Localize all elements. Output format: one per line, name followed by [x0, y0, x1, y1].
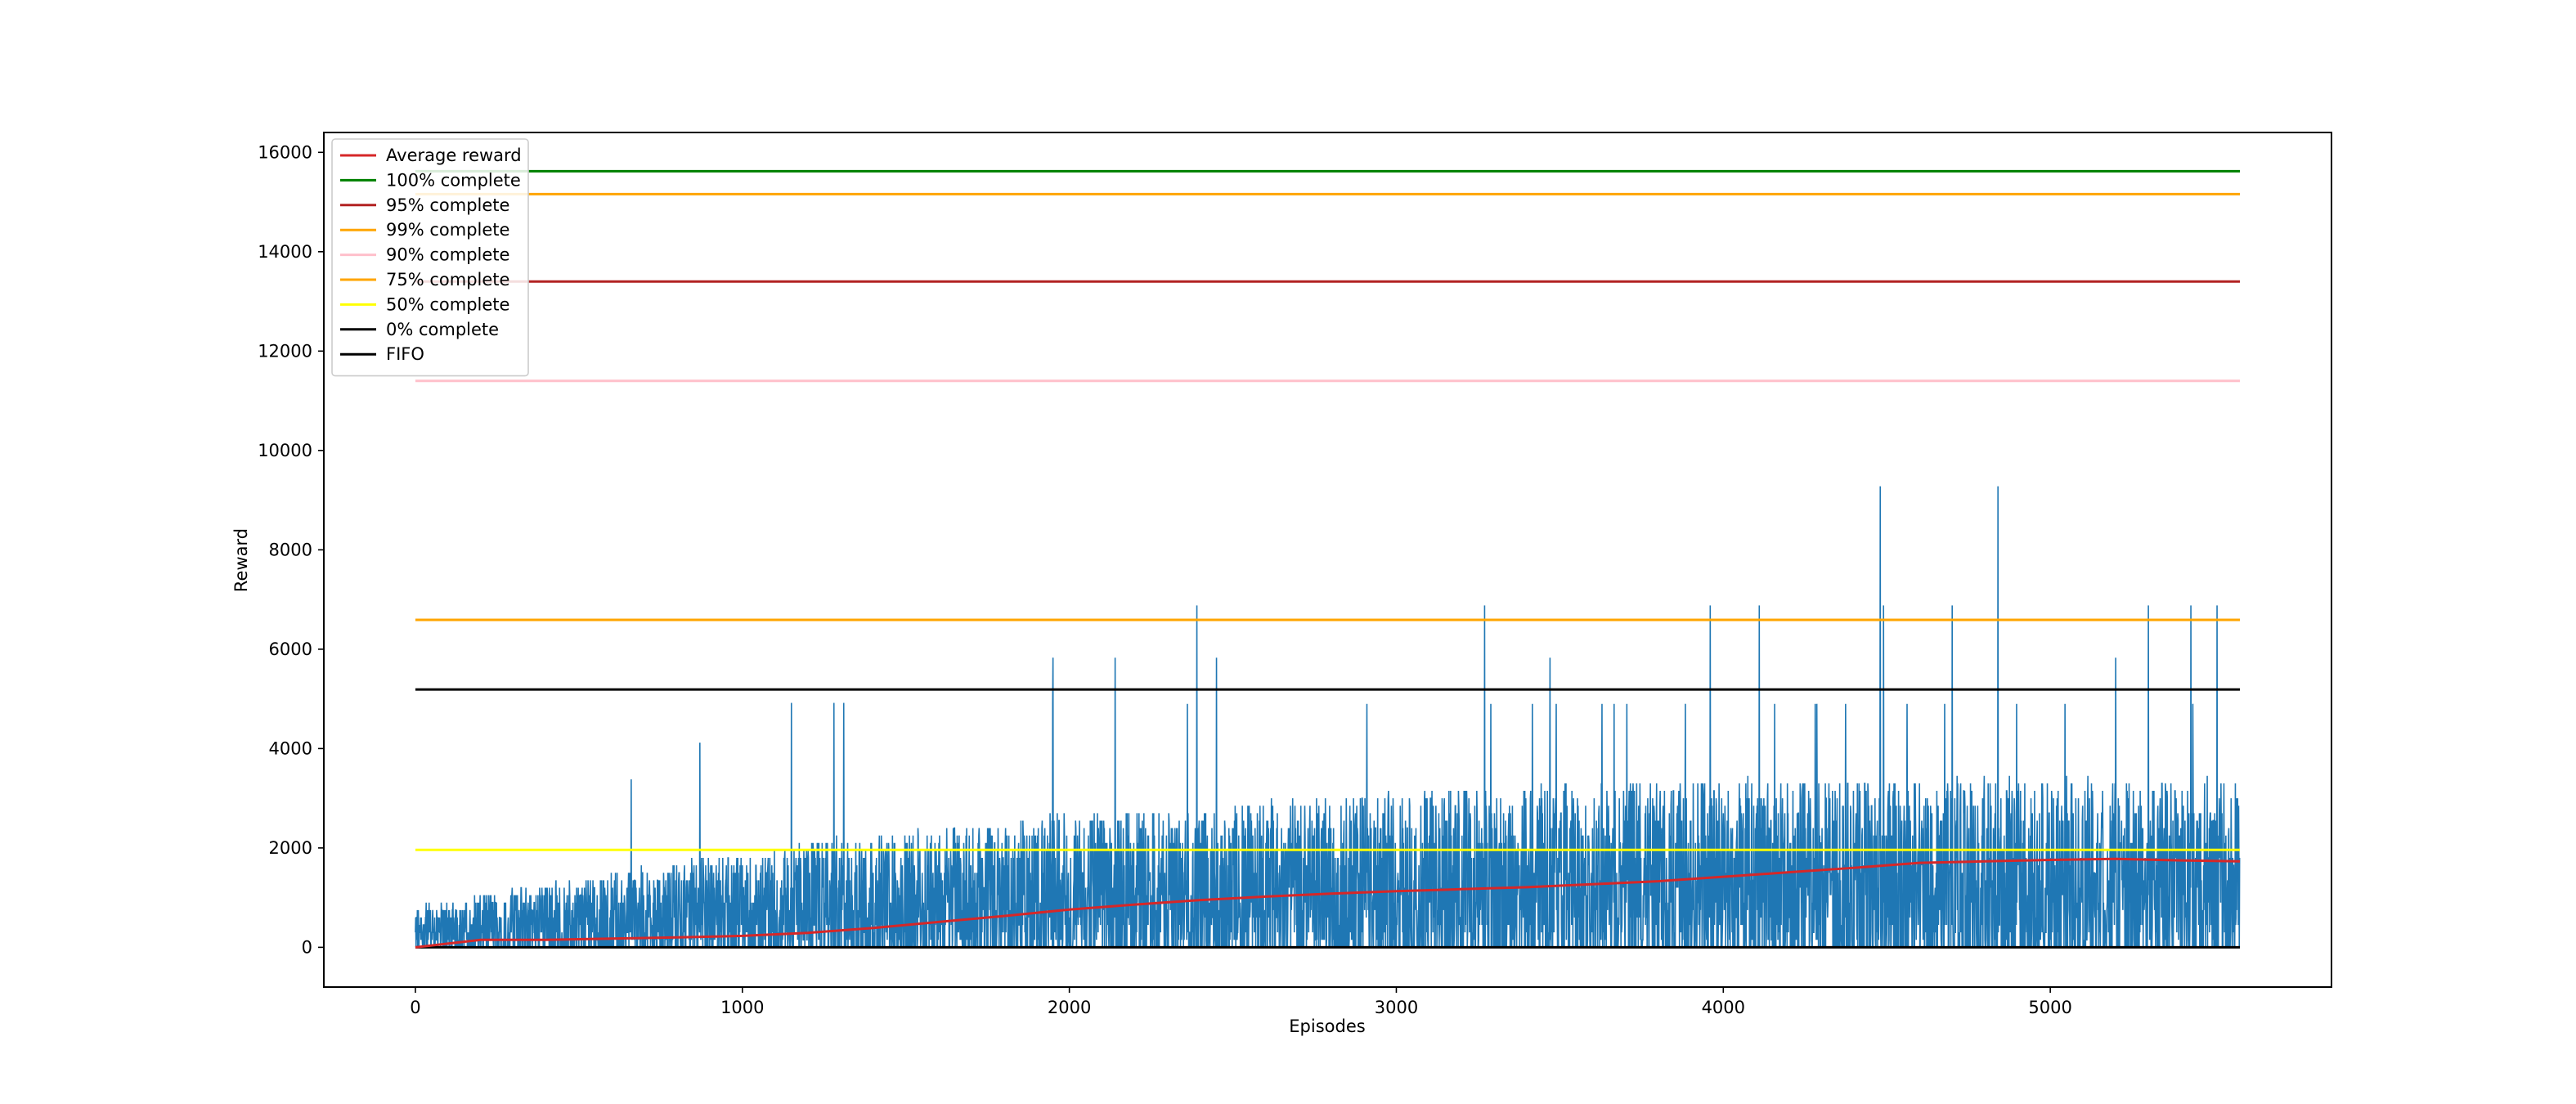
x-axis: 0 1000 2000 3000 4000 5000	[410, 987, 2072, 1017]
x-axis-label: Episodes	[1289, 1016, 1365, 1036]
reference-lines	[415, 169, 2241, 949]
episode-reward-line	[415, 486, 2241, 949]
legend-label: Average reward	[386, 146, 522, 165]
y-tick-label: 12000	[258, 341, 312, 361]
legend-frame	[331, 138, 529, 377]
plot-area	[415, 169, 2241, 949]
episode-reward-series	[415, 486, 2241, 949]
x-tick-label: 3000	[1375, 998, 1418, 1017]
average-reward-line	[415, 857, 2241, 949]
x-tick-label: 2000	[1048, 998, 1091, 1017]
y-axis: 0 2000 4000 6000 8000 10000 12000 14000 16000	[258, 142, 324, 957]
legend-label: 0% complete	[386, 320, 499, 339]
x-tick-label: 0	[410, 998, 420, 1017]
x-tick-label: 5000	[2028, 998, 2071, 1017]
legend-label: 95% complete	[386, 195, 509, 215]
x-tick-label: 4000	[1702, 998, 1745, 1017]
legend-label: 99% complete	[386, 220, 509, 240]
y-axis-label: Reward	[231, 528, 251, 592]
y-tick-label: 6000	[269, 640, 312, 659]
y-tick-label: 2000	[269, 838, 312, 858]
legend-label: 50% complete	[386, 294, 509, 314]
y-tick-label: 10000	[258, 441, 312, 460]
legend-label: 75% complete	[386, 270, 509, 289]
y-tick-label: 16000	[258, 142, 312, 162]
legend: Average reward 100% complete 95% complete 9…	[331, 138, 529, 377]
legend-label: FIFO	[386, 344, 424, 364]
x-tick-label: 1000	[720, 998, 764, 1017]
y-tick-label: 8000	[269, 540, 312, 559]
y-tick-label: 4000	[269, 738, 312, 758]
y-tick-label: 0	[302, 937, 312, 957]
legend-label: 100% complete	[386, 170, 521, 190]
axes-frame	[323, 132, 2332, 988]
y-tick-label: 14000	[258, 242, 312, 262]
legend-label: 90% complete	[386, 245, 509, 265]
